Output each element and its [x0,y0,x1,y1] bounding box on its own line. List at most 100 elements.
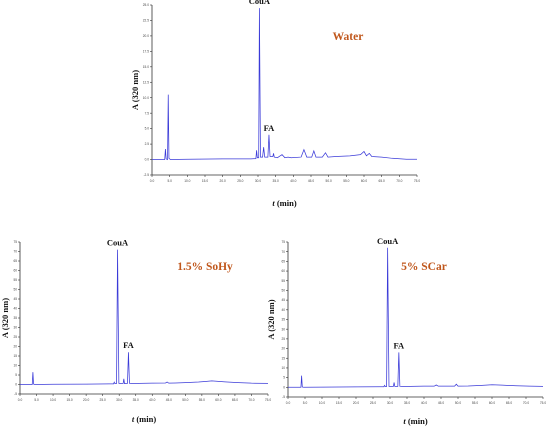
y-tick-label: 0 [15,383,17,387]
x-axis-title: t (min) [272,198,297,208]
y-tick-label: 70 [281,250,285,254]
x-tick-label: 60.0 [489,401,495,405]
y-tick-label: 10 [281,366,285,370]
y-tick-label: 15 [13,354,17,358]
y-tick-label: 60 [13,269,17,273]
x-tick-label: 70.0 [396,179,402,183]
x-tick-label: 75.0 [414,179,420,183]
x-tick-label: 40.0 [421,401,427,405]
x-tick-label: 40.0 [290,179,296,183]
y-tick-label: 10.0 [143,96,149,100]
x-tick-label: 45.0 [308,179,314,183]
x-tick-label: 0.0 [18,398,23,402]
x-tick-label: 45.0 [438,401,444,405]
x-tick-label: 50.0 [182,398,188,402]
y-tick-label: 50 [13,288,17,292]
x-tick-label: 35.0 [404,401,410,405]
peak-label-fa: FA [264,123,276,133]
x-tick-label: 0.0 [286,401,291,405]
x-tick-label: 70.0 [523,401,529,405]
x-tick-label: 45.0 [166,398,172,402]
peak-label-coua: CouA [107,238,129,248]
x-axis-variable: t [272,198,275,208]
y-tick-label: 35 [281,318,285,322]
y-tick-label: 25.0 [143,3,149,7]
x-tick-label: 55.0 [199,398,205,402]
x-tick-label: 20.0 [83,398,89,402]
x-tick-label: 65.0 [506,401,512,405]
peak-label-coua: CouA [377,236,399,246]
y-tick-label: 50 [281,289,285,293]
x-axis-title: t (min) [132,414,157,424]
x-tick-label: 65.0 [379,179,385,183]
y-tick-label: 10 [13,364,17,368]
x-tick-label: 10.0 [184,179,190,183]
y-axis-title: A (320 nm) [266,299,276,339]
x-tick-label: 10.0 [319,401,325,405]
chromatogram-panel-scar: 0.0 5.0 10.0 15.0 20.0 25.0 30.0 35.0 40.0 45.0 50… [266,236,546,426]
chromatogram-panel-water: 0.0 5.0 10.0 15.0 20.0 25.0 30.0 35.0 40.0 45.0 50… [130,0,420,208]
y-tick-label: 22.5 [143,19,149,23]
x-tick-label: 50.0 [326,179,332,183]
x-tick-label: 30.0 [116,398,122,402]
y-tick-label: -5 [14,392,17,396]
y-tick-label: 55 [281,279,285,283]
y-tick-label: 75 [281,240,285,244]
x-tick-label: 0.0 [150,179,155,183]
y-tick-label: 5 [15,373,17,377]
y-tick-label: 20 [281,347,285,351]
x-tick-label: 60.0 [361,179,367,183]
y-tick-label: 55 [13,278,17,282]
condition-label-sohy: 1.5% SoHy [177,261,233,273]
peak-label-fa: FA [123,340,135,350]
chromatogram-trace [20,249,269,385]
x-tick-label: 35.0 [133,398,139,402]
y-tick-label: -2.5 [144,173,150,177]
chromatogram-trace [288,247,544,388]
x-tick-label: 25.0 [100,398,106,402]
x-tick-label: 55.0 [472,401,478,405]
x-tick-label: 30.0 [387,401,393,405]
y-tick-label: 17.5 [143,49,149,53]
x-tick-label: 50.0 [455,401,461,405]
y-tick-label: 7.5 [145,111,150,115]
condition-label-scar: 5% SCar [401,261,447,273]
chromatogram-panel-sohy: 0.0 5.0 10.0 15.0 20.0 25.0 30.0 35.0 40.0 45.0 50… [0,238,271,424]
y-tick-label: 35 [13,316,17,320]
y-tick-label: 0.0 [145,158,150,162]
y-tick-label: 25 [281,337,285,341]
x-tick-label: 10.0 [50,398,56,402]
x-tick-label: 25.0 [237,179,243,183]
y-tick-label: 70 [13,250,17,254]
y-tick-label: 20.0 [143,34,149,38]
peak-label-coua: CouA [249,0,271,6]
x-tick-label: 20.0 [220,179,226,183]
x-tick-label: 75.0 [540,401,546,405]
y-tick-label: 15.0 [143,65,149,69]
x-tick-label: 15.0 [336,401,342,405]
y-tick-label: 65 [281,259,285,263]
y-tick-label: 15 [281,356,285,360]
x-axis-unit: (min) [408,416,428,426]
x-axis-variable: t [403,416,406,426]
y-tick-label: 0 [283,385,285,389]
condition-label-water: Water [333,31,364,43]
x-tick-label: 75.0 [265,398,271,402]
x-tick-label: 70.0 [248,398,254,402]
y-tick-label: 45 [281,298,285,302]
x-tick-label: 15.0 [202,179,208,183]
x-tick-label: 55.0 [343,179,349,183]
y-tick-label: 40 [13,307,17,311]
chromatogram-trace [152,8,417,161]
x-tick-label: 5.0 [303,401,308,405]
x-axis-variable: t [132,414,135,424]
y-tick-label: 12.5 [143,80,149,84]
x-tick-label: 25.0 [370,401,376,405]
x-tick-label: 5.0 [167,179,172,183]
y-tick-label: -5 [282,395,285,399]
x-axis-unit: (min) [277,198,297,208]
x-tick-label: 35.0 [273,179,279,183]
x-axis-title: t (min) [403,416,428,426]
x-tick-label: 15.0 [66,398,72,402]
y-tick-label: 20 [13,345,17,349]
